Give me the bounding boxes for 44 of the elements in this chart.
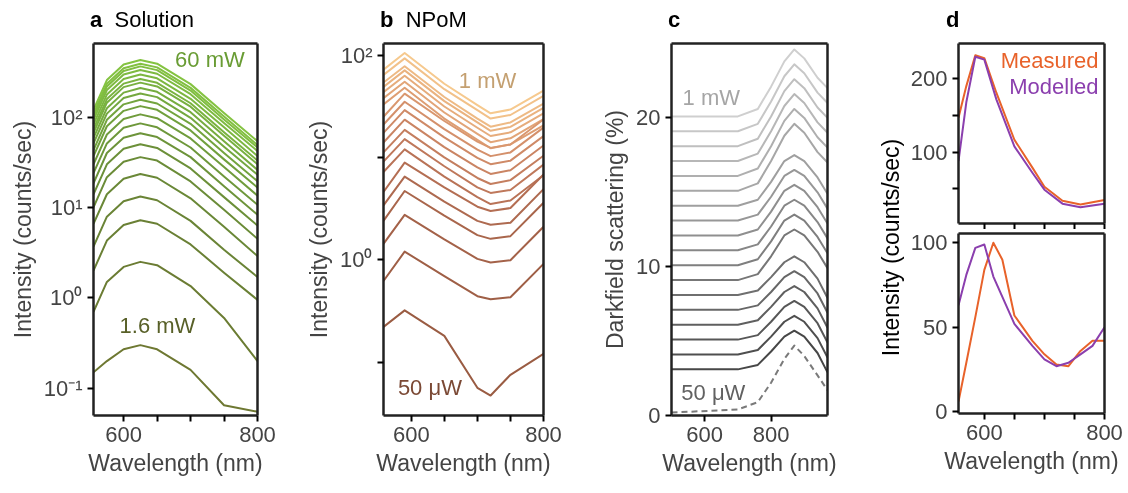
x-axis-title: Wavelength (nm) xyxy=(662,449,837,476)
y-tick-label: 10 xyxy=(636,254,661,280)
chart-title: NPoM xyxy=(405,7,467,32)
y-tick-label: 10¹ xyxy=(50,194,83,220)
y-tick-label: 200 xyxy=(910,66,948,92)
y-tick-label: 10⁰ xyxy=(50,285,83,311)
y-tick-label: 10² xyxy=(340,42,373,68)
series-label: 1.6 mW xyxy=(119,312,196,338)
series-label: Modelled xyxy=(1009,73,1099,99)
x-tick-label: 800 xyxy=(1086,419,1123,445)
series-label: 1 mW xyxy=(682,84,741,110)
y-tick-label: 100 xyxy=(910,230,948,256)
x-tick-label: 800 xyxy=(752,421,790,447)
text: a xyxy=(90,7,103,32)
y-tick-label: 0 xyxy=(648,403,661,428)
y-tick-label: 50 xyxy=(923,314,948,340)
y-tick-label: 100 xyxy=(910,139,948,165)
text: b xyxy=(380,7,394,32)
series-label: 1 mW xyxy=(458,68,517,94)
y-axis-title: Intensity (counts/sec) xyxy=(9,120,36,339)
y-axis-title: Darkfield scattering (%) xyxy=(602,109,629,350)
x-tick-label: 800 xyxy=(525,421,562,447)
y-tick-label: 10⁻¹ xyxy=(43,375,83,401)
series-label: 60 mW xyxy=(175,47,246,73)
x-axis-title: Wavelength (nm) xyxy=(944,447,1119,474)
x-axis-title: Wavelength (nm) xyxy=(376,449,551,476)
y-tick-label: 20 xyxy=(636,105,661,131)
x-tick-label: 600 xyxy=(105,421,142,447)
x-axis-title: Wavelength (nm) xyxy=(88,449,263,476)
text: d xyxy=(946,7,960,32)
y-axis-title: Intensity (counts/sec) xyxy=(877,138,904,357)
text: c xyxy=(668,7,681,32)
y-axis-title: Intensity (counts/sec) xyxy=(306,120,333,339)
x-tick-label: 600 xyxy=(965,419,1003,445)
chart-title: Solution xyxy=(114,7,194,32)
series-label: Measured xyxy=(1000,47,1099,73)
y-tick-label: 0 xyxy=(935,399,948,425)
series-label: 50 μW xyxy=(681,379,746,405)
x-tick-label: 600 xyxy=(686,421,724,447)
series-label: 50 μW xyxy=(397,375,463,401)
x-tick-label: 800 xyxy=(239,421,276,447)
y-tick-label: 10⁰ xyxy=(340,247,373,273)
y-tick-label: 10² xyxy=(50,104,83,130)
x-tick-label: 600 xyxy=(392,421,430,447)
